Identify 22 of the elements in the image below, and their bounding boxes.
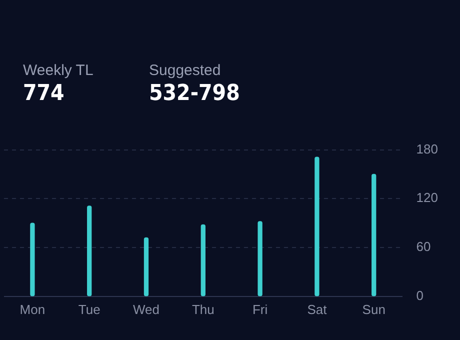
text: Suggested (149, 62, 222, 79)
y-tick-label: 180 (416, 141, 438, 156)
x-tick-label: Thu (192, 302, 214, 317)
text: 532-798 (149, 81, 240, 106)
bar (372, 174, 376, 296)
bar (87, 206, 92, 296)
bar (200, 224, 206, 296)
text: 774 (23, 81, 66, 106)
x-tick-label: Mon (20, 302, 46, 317)
y-tick-label: 0 (416, 288, 424, 303)
y-tick-label: 60 (416, 239, 431, 254)
x-tick-label: Fri (252, 302, 268, 317)
text: Weekly TL (23, 62, 94, 79)
x-tick-label: Wed (133, 302, 160, 317)
x-tick-label: Sun (362, 302, 386, 317)
bar (144, 237, 149, 296)
bar (30, 222, 35, 296)
bar (314, 156, 320, 296)
y-tick-label: 120 (416, 190, 438, 206)
x-tick-label: Tue (78, 302, 100, 317)
bar (258, 221, 262, 296)
x-tick-label: Sat (307, 302, 328, 317)
